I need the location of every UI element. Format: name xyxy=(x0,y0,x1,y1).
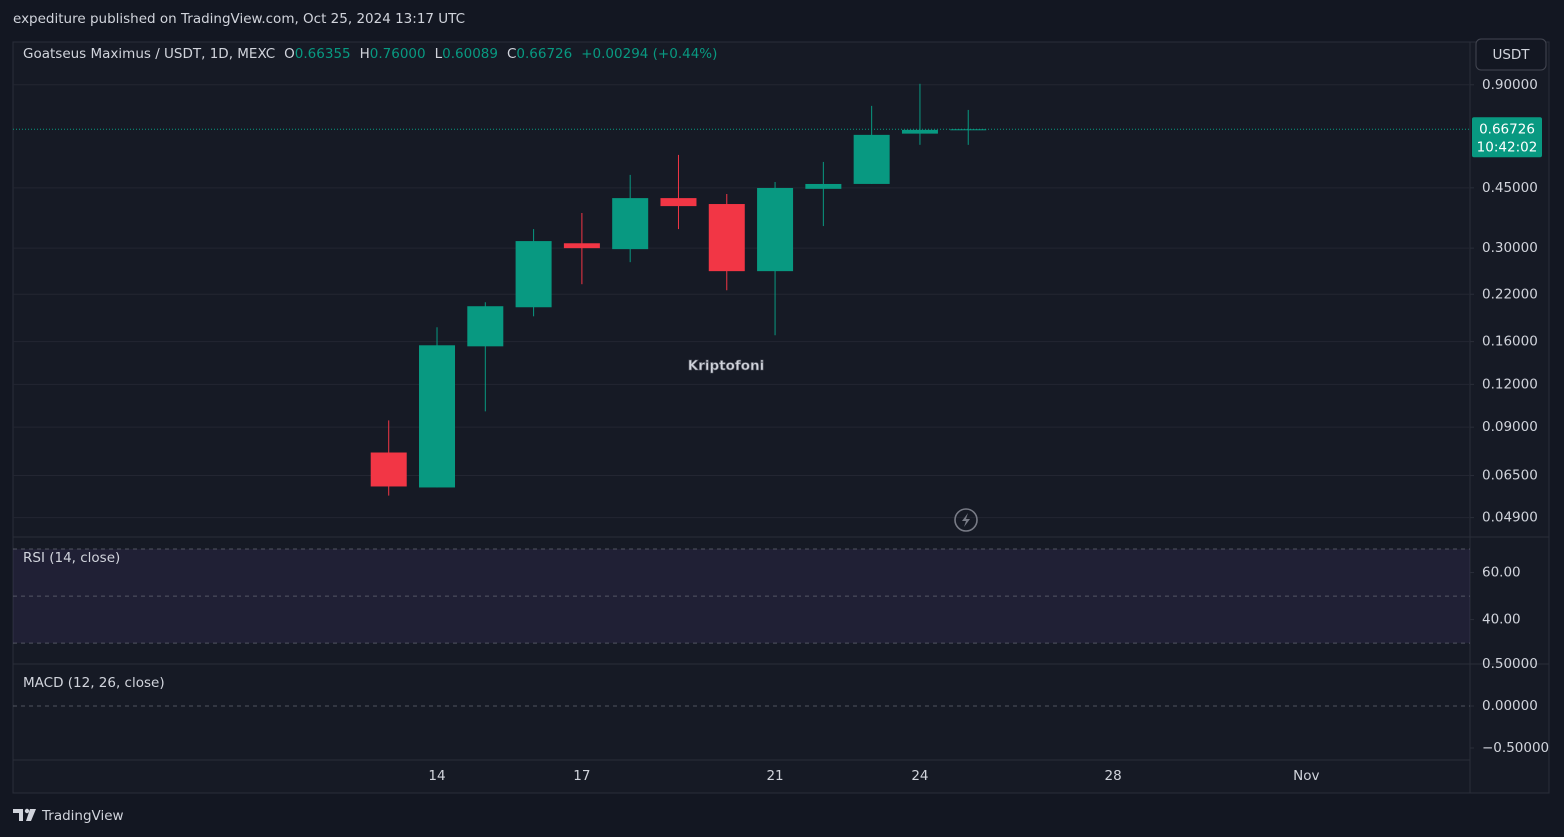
candle-body xyxy=(419,345,456,488)
currency-button[interactable] xyxy=(1475,38,1547,71)
change-value: +0.00294 (+0.44%) xyxy=(581,46,717,62)
ohlc-label: O xyxy=(284,46,295,62)
y-tick-label: 0.50000 xyxy=(1482,656,1538,672)
y-tick-label: 0.90000 xyxy=(1482,77,1538,93)
x-tick-label: Nov xyxy=(1293,768,1319,784)
ohlc-value: 0.66355 xyxy=(295,46,351,62)
tradingview-logo[interactable] xyxy=(13,808,36,821)
brand[interactable]: TradingView xyxy=(41,808,124,824)
y-tick-label: 0.45000 xyxy=(1482,180,1538,196)
candle-body xyxy=(853,134,890,184)
text-layer: 14 17 21 24 28 Nov 0.90000 0.45000 0.30000 0.2200… xyxy=(23,46,1549,784)
ohlc-label: L xyxy=(435,46,443,62)
y-tick-label: 0.30000 xyxy=(1482,240,1538,256)
x-tick-label: 17 xyxy=(573,768,590,784)
last-price-label: 0.66726 xyxy=(1479,121,1535,137)
y-tick-label: 0.22000 xyxy=(1482,286,1538,302)
symbol-title: Goatseus Maximus / USDT, 1D, MEXC xyxy=(23,46,275,62)
countdown-label: 10:42:02 xyxy=(1477,139,1538,155)
y-tick-label: 40.00 xyxy=(1482,612,1521,628)
candle-body xyxy=(563,243,600,249)
candle-body xyxy=(660,198,697,207)
symbol-legend: Goatseus Maximus / USDT, 1D, MEXC O0.6635… xyxy=(23,46,717,62)
currency-button-label[interactable]: USDT xyxy=(1492,47,1530,63)
ohlc-label: H xyxy=(360,46,370,62)
replay-icon[interactable] xyxy=(954,508,978,532)
x-tick-label: 21 xyxy=(766,768,783,784)
grid-layer xyxy=(13,84,1474,749)
y-tick-label: 0.06500 xyxy=(1482,468,1538,484)
x-tick-label: 28 xyxy=(1105,768,1122,784)
marks-layer xyxy=(13,83,1542,707)
ohlc-value: 0.66726 xyxy=(516,46,572,62)
ohlc-value: 0.60089 xyxy=(442,46,498,62)
x-tick-label: 24 xyxy=(911,768,928,784)
candle-body xyxy=(805,183,842,189)
candle-body xyxy=(515,241,552,308)
candle-body xyxy=(757,187,794,272)
pane-title: MACD (12, 26, close) xyxy=(23,675,165,691)
pane-title: RSI (14, close) xyxy=(23,550,120,566)
candle-body xyxy=(467,306,504,347)
ohlc-label: C xyxy=(507,46,516,62)
chart-frame xyxy=(12,41,1550,794)
y-tick-label: 60.00 xyxy=(1482,565,1521,581)
watermark: Kriptofoni xyxy=(688,358,765,374)
candle-body xyxy=(370,452,407,487)
last-price-badge xyxy=(1472,117,1542,158)
y-tick-label: 0.04900 xyxy=(1482,510,1538,526)
candle-body xyxy=(612,198,649,250)
y-tick-label: 0.09000 xyxy=(1482,419,1538,435)
publish-info: expediture published on TradingView.com,… xyxy=(13,11,465,27)
y-tick-label: 0.16000 xyxy=(1482,334,1538,350)
y-tick-label: 0.12000 xyxy=(1482,376,1538,392)
candle-body xyxy=(708,204,745,272)
x-tick-label: 14 xyxy=(428,768,445,784)
ohlc-value: 0.76000 xyxy=(370,46,426,62)
y-tick-label: −0.50000 xyxy=(1482,740,1549,756)
y-tick-label: 0.00000 xyxy=(1482,698,1538,714)
candle-body xyxy=(901,129,938,134)
candle-body xyxy=(950,129,987,131)
